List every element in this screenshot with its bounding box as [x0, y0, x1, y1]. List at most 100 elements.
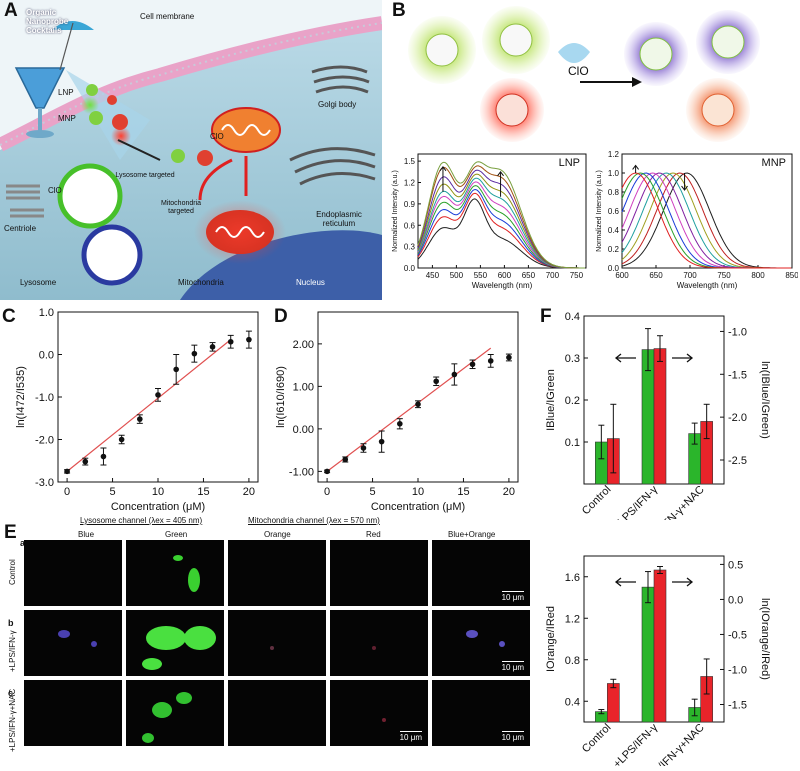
micrograph-r1-c4: 10 μm [432, 610, 530, 676]
spectrum-line-2 [417, 188, 585, 269]
panel-b-scheme: ClO [400, 6, 800, 142]
lnp-spectra-svg: 450 500 550 600 650 700 750 0.0 0.3 0.6 0.9 1.2 1.5 W… [392, 153, 587, 290]
data-point-8 [469, 361, 476, 368]
micrograph-svg [330, 540, 428, 606]
panel-e-sub-c: c [8, 688, 14, 698]
x-axis-label: Concentration (μM) [111, 501, 205, 513]
data-point-1 [342, 456, 349, 463]
x-tick-label: 500 [450, 271, 464, 280]
y2-tick-label: -1.5 [728, 699, 747, 711]
chart-title: MNP [762, 157, 786, 169]
panel-label-d: D [274, 306, 288, 327]
fluorescence-spot-0 [146, 626, 186, 650]
y-tick-label: 0.8 [565, 655, 580, 667]
chart-f-top-svg: 0.1 0.2 0.3 0.4 -1.0 -1.5 -2.0 -2.5 IBlue/IGreen… [545, 311, 771, 554]
label-mito-targeted: Mitochondria targeted [160, 200, 202, 215]
y-tick-label: 0.4 [565, 311, 580, 323]
row-control: Control [8, 559, 17, 585]
y-tick-label: 0.0 [608, 264, 620, 273]
data-point-9 [227, 338, 234, 345]
category-label-1: +LPS/IFN-γ [611, 483, 660, 520]
panel-label-e: E [4, 522, 17, 543]
row-lps: +LPS/IFN-γ [8, 630, 17, 672]
micrograph-r1-c0 [24, 610, 122, 676]
micrograph-svg [466, 630, 505, 647]
col-red: Red [366, 530, 381, 539]
micrograph-svg [228, 680, 326, 746]
chart-c: 0 5 10 15 20 -3.0 -2.0 -1.0 0.0 1.0 Concentration … [0, 304, 272, 518]
fluorescence-spot-0 [382, 718, 386, 722]
y-axis-label: Normalized Intensity (a.u.) [392, 170, 399, 252]
micrograph-r1-c3 [330, 610, 428, 676]
data-point-10 [506, 354, 512, 361]
x-tick-label: 15 [197, 486, 209, 498]
y-tick-label: 0.1 [565, 437, 580, 449]
y-axis-label: IBlue/IGreen [545, 369, 557, 431]
micrograph-svg [58, 630, 97, 647]
micrograph-svg [228, 540, 326, 606]
y-axis-label: Normalized Intensity (a.u.) [596, 170, 603, 252]
y2-tick-label: -2.0 [728, 412, 747, 424]
panel-e-sub-b: b [8, 618, 14, 628]
spectrum-line-8 [621, 172, 792, 269]
x-tick-label: 5 [369, 486, 375, 498]
y2-axis-label: ln(IOrange/IRed) [759, 598, 771, 680]
y2-tick-label: -1.0 [728, 664, 747, 676]
scale-bar: 10 μm [399, 731, 422, 742]
scale-bar-label: 10 μm [399, 733, 422, 742]
y-tick-label: 0.6 [404, 221, 416, 230]
chart-f-bottom: 0.4 0.8 1.2 1.6 0.5 0.0 -0.5 -1.0 -1.5 IOrange/IR… [540, 546, 800, 771]
micrograph-r1-c1 [126, 610, 224, 676]
y2-tick-label: 0.0 [728, 594, 743, 606]
data-point-3 [118, 436, 125, 443]
data-point-4 [137, 416, 143, 422]
y2-tick-label: -1.5 [728, 369, 747, 381]
category-label-0: Control [580, 484, 614, 518]
x-tick-label: 450 [426, 271, 440, 280]
fluorescence-spot-2 [142, 733, 154, 743]
spectrum-line-9 [417, 161, 585, 269]
y-tick-label: 1.6 [565, 572, 580, 584]
x-tick-label: 0 [64, 486, 70, 498]
x-tick-label: 700 [683, 271, 697, 280]
y-tick-label: 1.2 [608, 150, 620, 159]
x-tick-label: 700 [546, 271, 560, 280]
chart-d: 0 5 10 15 20 -1.00 0.00 1.00 2.00 Concentration (… [270, 304, 536, 518]
micrograph-svg [24, 540, 122, 606]
x-tick-label: 5 [109, 486, 115, 498]
y-tick-label: 0.3 [565, 353, 580, 365]
row-lps-nac: +LPS/IFN-γ+NAC [8, 688, 17, 752]
x-tick-label: 750 [570, 271, 584, 280]
x-tick-label: 550 [474, 271, 488, 280]
scale-bar-label: 10 μm [501, 663, 524, 672]
x-axis-label: Concentration (μM) [371, 501, 465, 513]
scale-bar-line [399, 731, 422, 732]
spectrum-line-1 [621, 172, 792, 269]
left-axis-arrowhead [614, 353, 622, 363]
panel-label-a: A [4, 0, 18, 21]
micrograph-r2-c3: 10 μm [330, 680, 428, 746]
data-point-1 [82, 458, 89, 465]
label-lnp: LNP [58, 88, 74, 97]
y2-tick-label: -1.0 [728, 326, 747, 338]
scale-bar-label: 10 μm [501, 593, 524, 602]
y-tick-label: 1.0 [39, 307, 54, 319]
fluorescence-spot-1 [173, 555, 183, 561]
label-cell-membrane: Cell membrane [140, 12, 195, 21]
spectrum-line-4 [417, 181, 585, 269]
trend-arrowhead-0 [632, 164, 639, 170]
label-clo-b: ClO [568, 64, 589, 78]
panel-label-c: C [2, 306, 16, 327]
fluorescence-spot-2 [142, 658, 162, 670]
mito-channel-header: Mitochondria channel (λex = 570 nm) [248, 516, 380, 525]
micrograph-svg [24, 680, 122, 746]
y-tick-label: 1.2 [404, 179, 416, 188]
label-clo-a2: ClO [48, 186, 62, 195]
panel-a: A Organic Nanoprobe Cocktails Cell membr… [0, 0, 384, 300]
y2-tick-label: -0.5 [728, 629, 747, 641]
x-axis-label: Wavelength (nm) [472, 281, 533, 290]
chart-f-bottom-svg: 0.4 0.8 1.2 1.6 0.5 0.0 -0.5 -1.0 -1.5 IOrange/IR… [545, 555, 771, 771]
x-tick-label: 650 [522, 271, 536, 280]
y-tick-label: 0.9 [404, 200, 416, 209]
data-point-10 [246, 336, 252, 343]
